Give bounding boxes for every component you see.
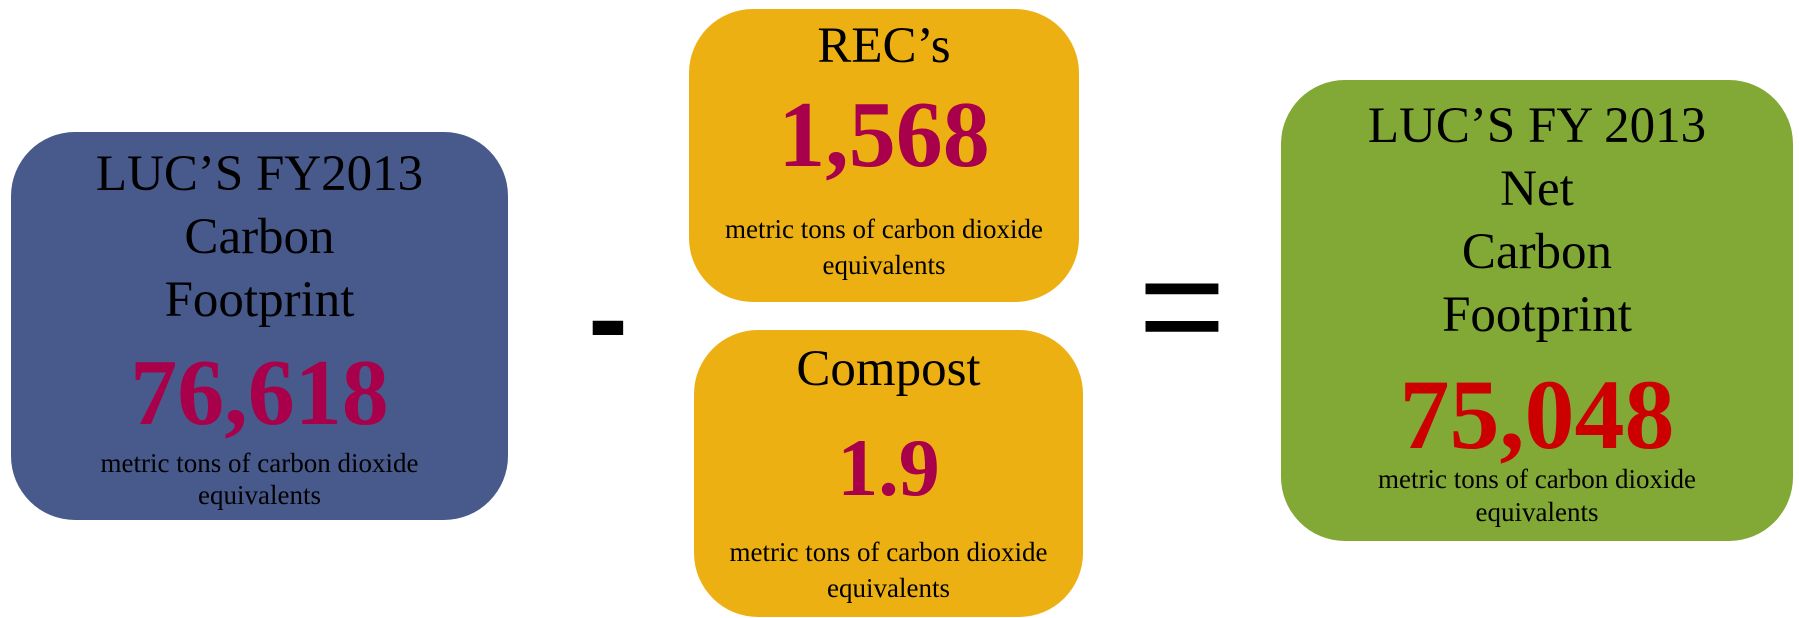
card-unit: equivalents (1475, 497, 1599, 527)
card-unit: equivalents (198, 480, 321, 510)
card-title: Footprint (1442, 287, 1632, 343)
card: Compost 1.9 metric tons of carbon dioxide e… (694, 330, 1083, 617)
card-title: Footprint (164, 272, 355, 328)
card-value: 75,048 (1399, 359, 1675, 470)
card-unit: metric tons of carbon dioxide (729, 537, 1048, 567)
card-title: LUC’S FY2013 (95, 146, 424, 202)
card: LUC’S FY 2013 Net Carbon Footprint 75,048 met… (1281, 80, 1793, 541)
card-title: Compost (796, 341, 981, 397)
card-unit: equivalents (827, 573, 950, 603)
operator: - (588, 251, 628, 385)
operator: = (1138, 221, 1226, 389)
card-unit: equivalents (822, 250, 946, 280)
card-value: 76,618 (130, 341, 389, 445)
card-title: Carbon (184, 209, 335, 265)
card-title: REC’s (817, 18, 951, 74)
card: REC’s 1,568 metric tons of carbon dioxide e… (689, 9, 1079, 302)
card-unit: metric tons of carbon dioxide (725, 214, 1043, 244)
card-value: 1,568 (778, 83, 990, 187)
card-unit: metric tons of carbon dioxide (100, 448, 419, 478)
card-unit: metric tons of carbon dioxide (1378, 464, 1696, 494)
card-value: 1.9 (837, 422, 940, 513)
card-title: Carbon (1461, 224, 1613, 280)
card-title: Net (1500, 161, 1574, 217)
card: LUC’S FY2013 Carbon Footprint 76,618 metric … (11, 132, 508, 520)
card-title: LUC’S FY 2013 (1367, 98, 1707, 154)
